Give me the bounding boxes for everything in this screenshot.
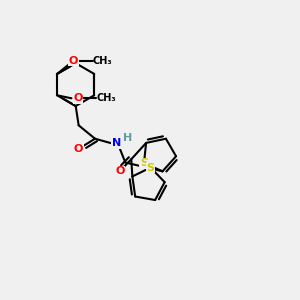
Text: O: O: [74, 144, 83, 154]
Text: S: S: [147, 163, 154, 172]
Text: S: S: [140, 158, 148, 168]
Text: N: N: [112, 138, 121, 148]
Text: O: O: [69, 56, 78, 65]
Text: CH₃: CH₃: [93, 56, 112, 65]
Text: O: O: [115, 166, 124, 176]
Text: CH₃: CH₃: [96, 93, 116, 103]
Text: O: O: [73, 93, 83, 103]
Text: H: H: [123, 133, 132, 143]
